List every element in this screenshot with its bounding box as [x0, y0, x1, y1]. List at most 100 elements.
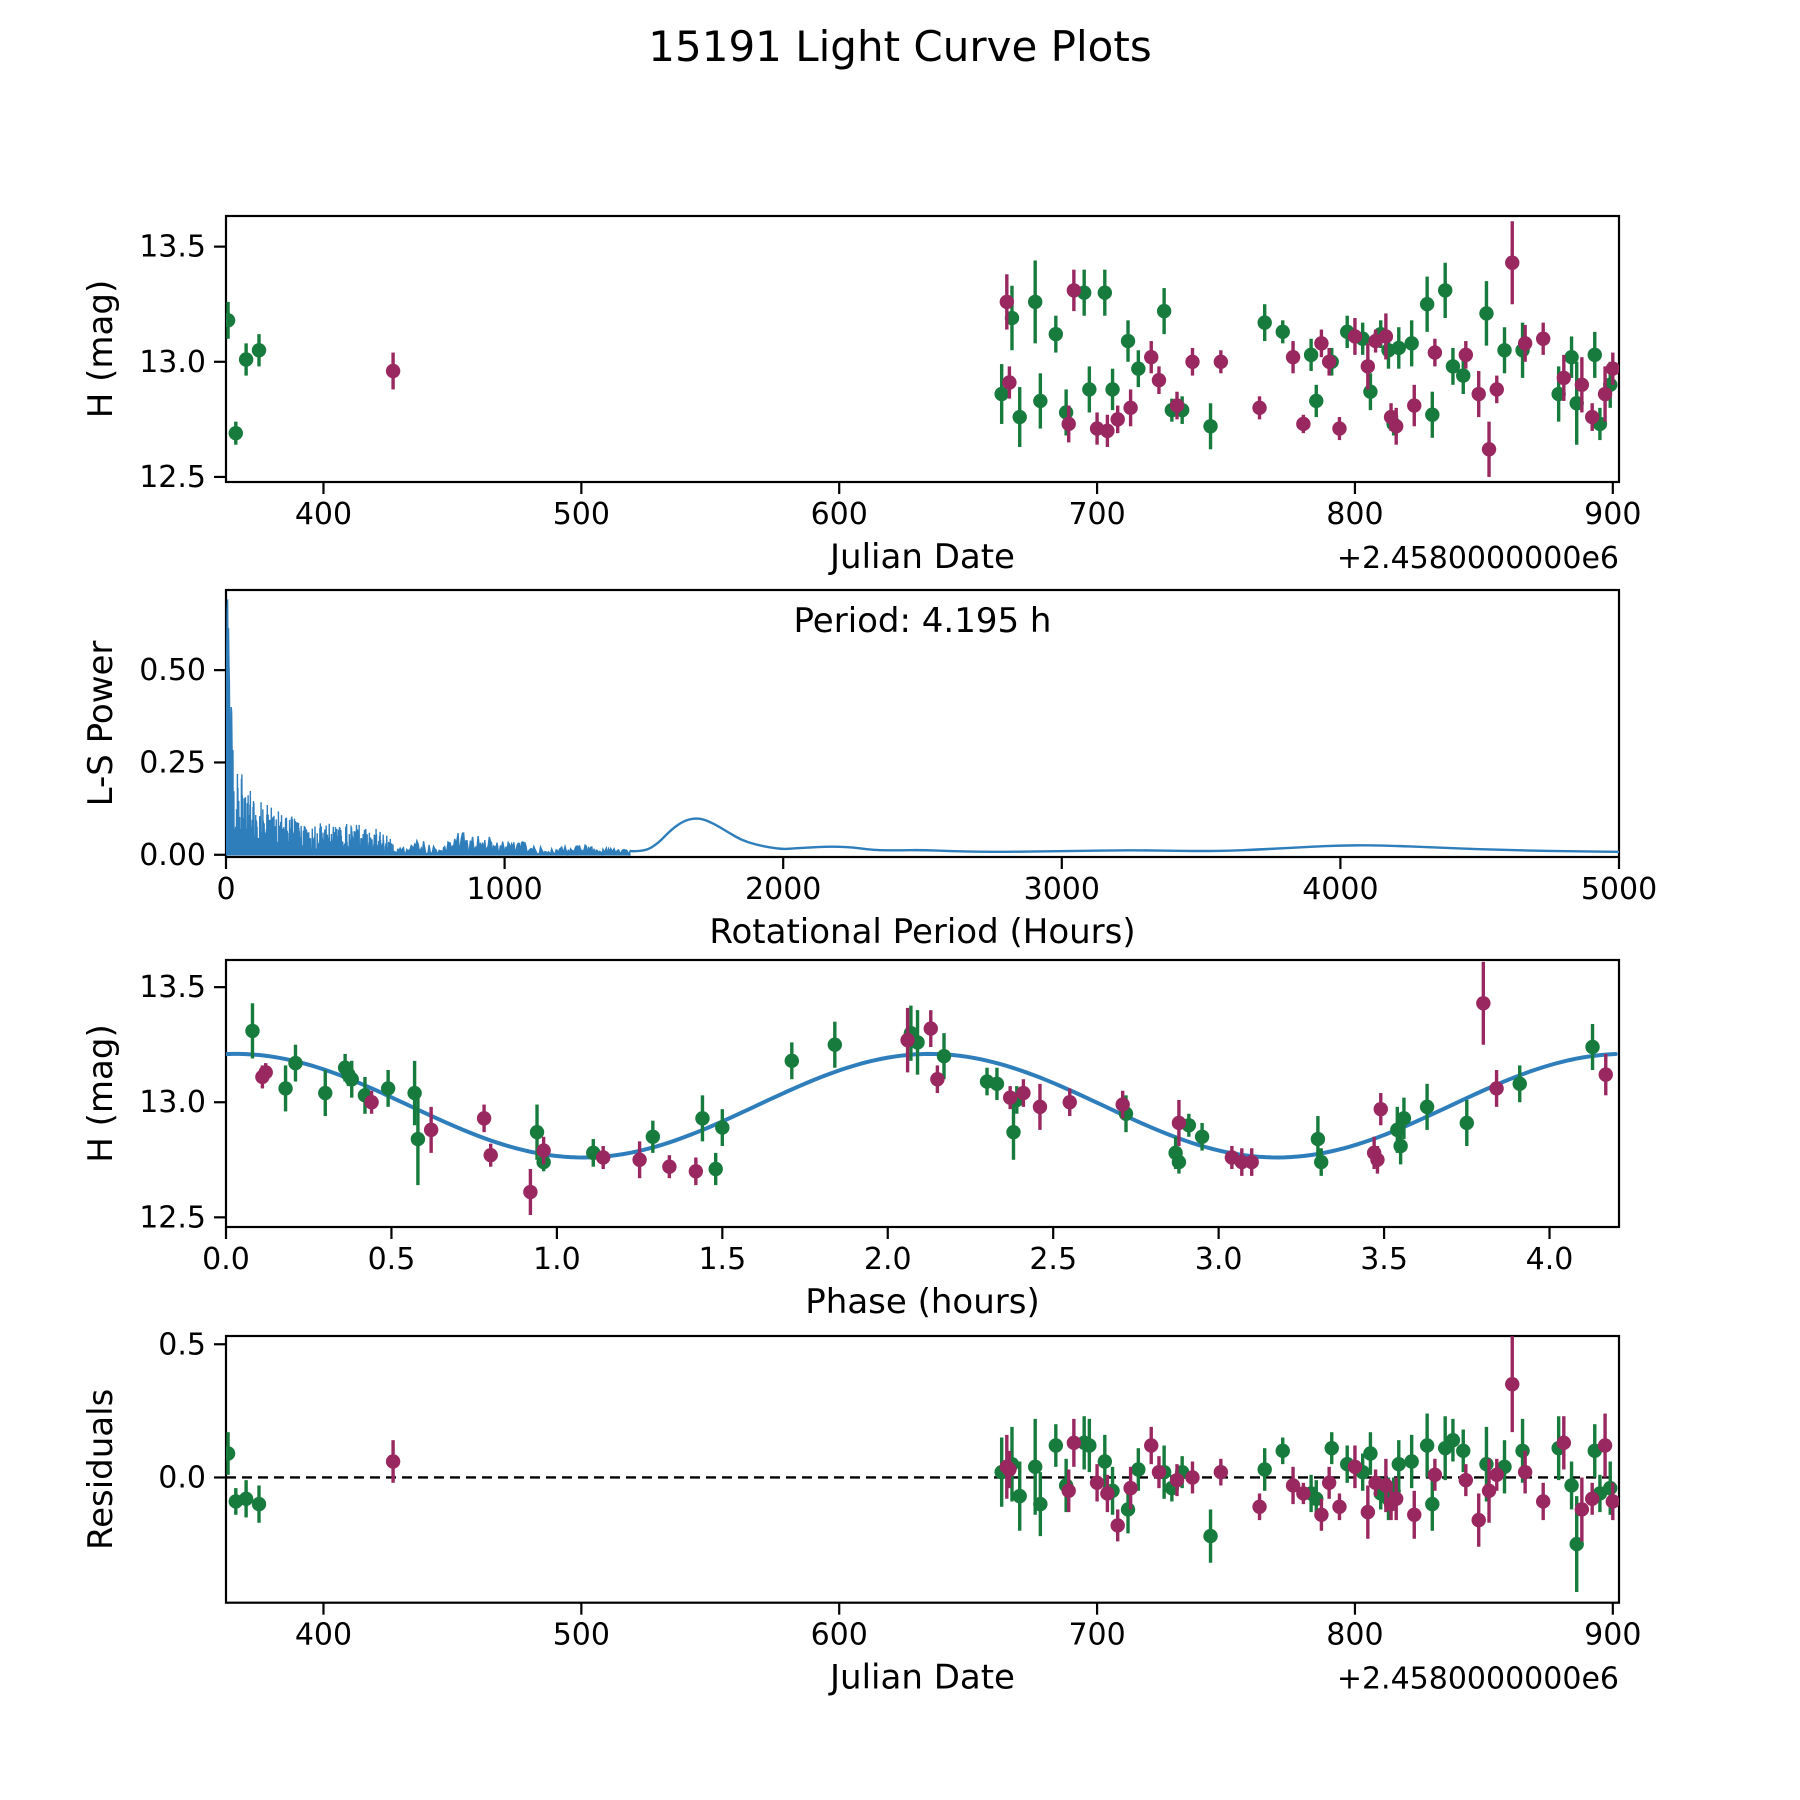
fit-line — [226, 1051, 1618, 1160]
x-tick-label: 500 — [553, 497, 610, 532]
data-point — [1427, 345, 1443, 360]
data-point — [238, 1491, 254, 1506]
data-point — [1419, 297, 1435, 312]
data-point — [1425, 1496, 1440, 1512]
data-point — [1234, 1154, 1249, 1170]
data-point — [688, 1164, 704, 1179]
data-point — [1110, 412, 1125, 427]
data-point — [695, 1111, 710, 1126]
data-point — [1012, 409, 1027, 425]
data-point — [1512, 1076, 1527, 1092]
data-point — [1535, 1494, 1551, 1509]
data-point — [251, 343, 267, 358]
data-point — [1481, 1483, 1497, 1498]
data-point — [1061, 1483, 1076, 1498]
data-point — [1373, 1101, 1388, 1117]
data-point — [423, 1122, 439, 1138]
data-point — [1303, 347, 1319, 363]
data-point — [245, 1023, 260, 1039]
data-point — [1285, 349, 1301, 365]
data-point — [1089, 1475, 1105, 1491]
data-point — [923, 1021, 938, 1036]
data-point — [1002, 1090, 1018, 1105]
data-point — [1489, 382, 1504, 397]
x-offset-text: +2.4580000000e6 — [1337, 1662, 1619, 1697]
data-point — [1131, 361, 1146, 376]
data-point — [1120, 1502, 1136, 1517]
data-point — [1321, 1475, 1337, 1491]
data-point — [1515, 1443, 1530, 1459]
data-point — [662, 1159, 677, 1174]
data-point — [1257, 315, 1272, 330]
data-point — [1419, 1438, 1435, 1453]
data-point — [238, 352, 254, 367]
data-point — [1002, 1462, 1017, 1477]
data-point — [1310, 1131, 1326, 1147]
data-point — [1363, 1446, 1378, 1461]
x-tick-label: 500 — [553, 1618, 610, 1653]
axes-spines — [224, 214, 1621, 484]
y-axis: 0.0 0.5 — [158, 1327, 226, 1495]
data-point — [1105, 382, 1120, 397]
data-point — [1574, 377, 1590, 393]
y-axis: 12.5 13.0 13.5 — [139, 970, 226, 1235]
data-point — [1213, 1464, 1229, 1480]
data-point — [1309, 393, 1324, 409]
panel-residuals: 400 500 600 700 800 900 0.0 0.5 Julian Date Resid… — [81, 1327, 1641, 1697]
data-point — [1123, 400, 1138, 416]
x-tick-label: 0 — [216, 872, 235, 907]
x-tick-label: 2000 — [745, 872, 821, 907]
data-point — [708, 1161, 723, 1177]
data-point — [1275, 1443, 1290, 1459]
data-point — [1471, 1512, 1486, 1528]
data-point — [1556, 1435, 1572, 1451]
data-point — [1032, 1099, 1048, 1115]
data-point — [1097, 1454, 1113, 1469]
data-point — [1252, 400, 1267, 416]
data-point — [1066, 1435, 1082, 1451]
x-axis-label: Julian Date — [828, 537, 1015, 577]
y-axis: 0.00 0.25 0.50 — [139, 653, 226, 873]
data-point — [1505, 255, 1520, 270]
data-point — [1048, 326, 1064, 342]
data-point — [1314, 336, 1329, 351]
y-tick-label: 0.25 — [139, 745, 206, 780]
x-tick-label: 4000 — [1302, 872, 1378, 907]
x-tick-label: 400 — [295, 1618, 352, 1653]
data-point — [1171, 1115, 1187, 1131]
data-point — [1587, 347, 1602, 363]
y-tick-label: 13.0 — [139, 1085, 206, 1120]
y-tick-label: 0.50 — [139, 653, 206, 688]
data-point — [1033, 1496, 1048, 1512]
x-tick-label: 0.0 — [202, 1242, 250, 1277]
data-point — [1257, 1462, 1272, 1477]
x-tick-label: 4.0 — [1526, 1242, 1574, 1277]
x-tick-label: 700 — [1068, 497, 1125, 532]
data-point — [1378, 329, 1394, 344]
data-point — [900, 1032, 915, 1048]
data-point — [1425, 407, 1440, 422]
data-point — [1203, 1528, 1218, 1544]
data-point — [1407, 1507, 1422, 1522]
y-tick-label: 13.0 — [139, 345, 206, 380]
data-point — [1407, 398, 1422, 413]
x-axis: 0.0 0.5 1.0 1.5 2.0 2.5 3.0 3.5 4.0 — [202, 1227, 1573, 1277]
x-tick-label: 2.5 — [1029, 1242, 1077, 1277]
data-point — [1603, 1480, 1618, 1496]
data-point — [1360, 1504, 1376, 1520]
data-point — [1120, 333, 1136, 349]
data-point — [1479, 306, 1494, 321]
data-point — [1332, 421, 1347, 436]
x-offset-text: +2.4580000000e6 — [1337, 541, 1619, 576]
data-point — [288, 1055, 303, 1071]
data-point — [1100, 423, 1115, 439]
data-point — [1585, 1039, 1600, 1055]
data-point — [523, 1184, 538, 1200]
data-point — [1082, 382, 1097, 397]
series-purple — [385, 221, 1619, 477]
data-point — [1252, 1499, 1267, 1514]
data-point — [1574, 1502, 1590, 1517]
data-point — [1061, 416, 1076, 432]
